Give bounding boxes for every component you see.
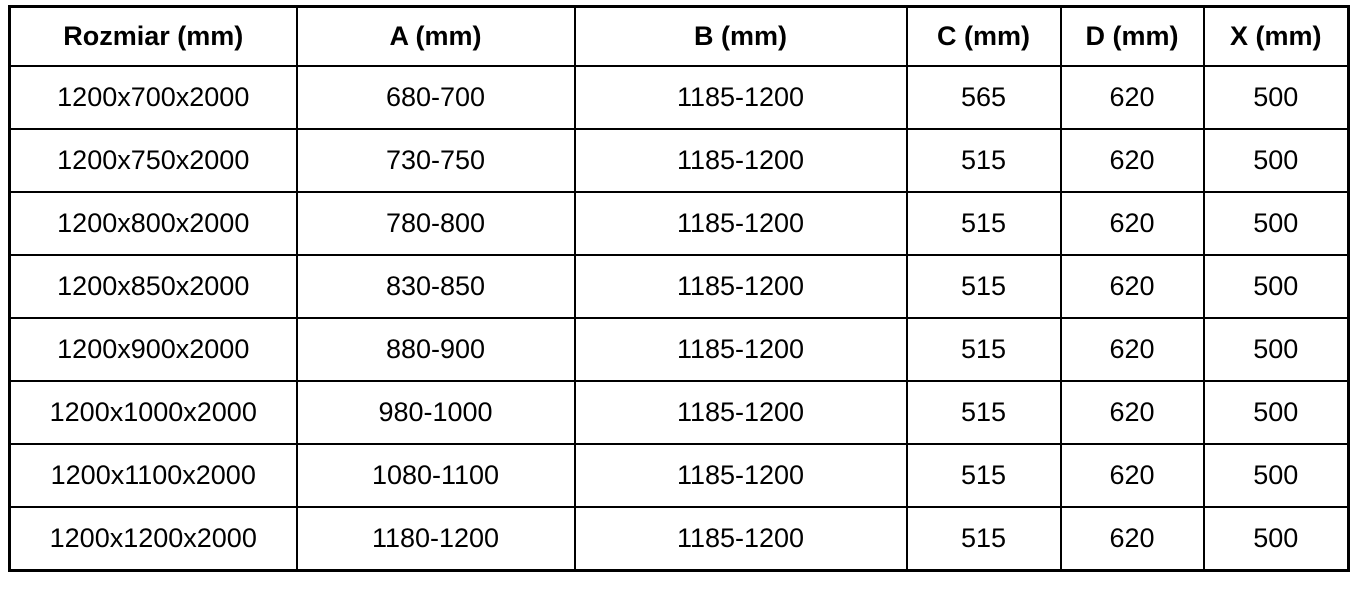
table-cell: 620 <box>1059 65 1205 130</box>
table-cell: 1200x900x2000 <box>8 317 298 382</box>
table-cell: 620 <box>1059 254 1205 319</box>
table-cell: 515 <box>905 254 1062 319</box>
table-cell: 620 <box>1059 191 1205 256</box>
table-cell: 830-850 <box>295 254 576 319</box>
table-cell: 500 <box>1202 443 1350 508</box>
column-header-b: B (mm) <box>573 5 908 67</box>
table-row: 1200x750x2000 730-750 1185-1200 515 620 500 <box>8 128 1350 193</box>
table-row: 1200x800x2000 780-800 1185-1200 515 620 500 <box>8 191 1350 256</box>
size-table: Rozmiar (mm) A (mm) B (mm) C (mm) D (mm)… <box>8 5 1350 572</box>
table-cell: 1200x800x2000 <box>8 191 298 256</box>
table-cell: 1185-1200 <box>573 128 908 193</box>
column-header-a: A (mm) <box>295 5 576 67</box>
table-cell: 1185-1200 <box>573 191 908 256</box>
table-cell: 500 <box>1202 254 1350 319</box>
column-header-d: D (mm) <box>1059 5 1205 67</box>
table-cell: 1185-1200 <box>573 65 908 130</box>
table-cell: 500 <box>1202 128 1350 193</box>
table-cell: 500 <box>1202 380 1350 445</box>
table-cell: 515 <box>905 317 1062 382</box>
table-cell: 1185-1200 <box>573 254 908 319</box>
table-cell: 565 <box>905 65 1062 130</box>
column-header-x: X (mm) <box>1202 5 1350 67</box>
table-cell: 500 <box>1202 65 1350 130</box>
table-header-row: Rozmiar (mm) A (mm) B (mm) C (mm) D (mm)… <box>8 5 1350 67</box>
table-row: 1200x900x2000 880-900 1185-1200 515 620 500 <box>8 317 1350 382</box>
column-header-rozmiar: Rozmiar (mm) <box>8 5 298 67</box>
table-cell: 1200x750x2000 <box>8 128 298 193</box>
table-cell: 1200x1100x2000 <box>8 443 298 508</box>
table-cell: 500 <box>1202 317 1350 382</box>
table-cell: 1185-1200 <box>573 443 908 508</box>
table-cell: 515 <box>905 380 1062 445</box>
table-row: 1200x1100x2000 1080-1100 1185-1200 515 620 50… <box>8 443 1350 508</box>
table-cell: 880-900 <box>295 317 576 382</box>
table-cell: 1200x850x2000 <box>8 254 298 319</box>
table-cell: 620 <box>1059 443 1205 508</box>
table-cell: 1185-1200 <box>573 506 908 572</box>
table-cell: 515 <box>905 128 1062 193</box>
table-cell: 780-800 <box>295 191 576 256</box>
table-cell: 1180-1200 <box>295 506 576 572</box>
table-cell: 1200x1000x2000 <box>8 380 298 445</box>
table-cell: 1200x1200x2000 <box>8 506 298 572</box>
table-cell: 620 <box>1059 128 1205 193</box>
table-cell: 980-1000 <box>295 380 576 445</box>
table-cell: 515 <box>905 443 1062 508</box>
table-row: 1200x700x2000 680-700 1185-1200 565 620 500 <box>8 65 1350 130</box>
table-cell: 1185-1200 <box>573 317 908 382</box>
table-cell: 1200x700x2000 <box>8 65 298 130</box>
table-cell: 680-700 <box>295 65 576 130</box>
table-row: 1200x1200x2000 1180-1200 1185-1200 515 620 50… <box>8 506 1350 572</box>
table-cell: 620 <box>1059 506 1205 572</box>
table-cell: 515 <box>905 191 1062 256</box>
table-row: 1200x1000x2000 980-1000 1185-1200 515 620 500 <box>8 380 1350 445</box>
table-cell: 620 <box>1059 380 1205 445</box>
table-cell: 515 <box>905 506 1062 572</box>
table-body: 1200x700x2000 680-700 1185-1200 565 620 500 12… <box>8 65 1350 572</box>
table-row: 1200x850x2000 830-850 1185-1200 515 620 500 <box>8 254 1350 319</box>
table-cell: 1185-1200 <box>573 380 908 445</box>
table-cell: 500 <box>1202 506 1350 572</box>
column-header-c: C (mm) <box>905 5 1062 67</box>
table-cell: 500 <box>1202 191 1350 256</box>
table-cell: 1080-1100 <box>295 443 576 508</box>
table-cell: 620 <box>1059 317 1205 382</box>
table-cell: 730-750 <box>295 128 576 193</box>
